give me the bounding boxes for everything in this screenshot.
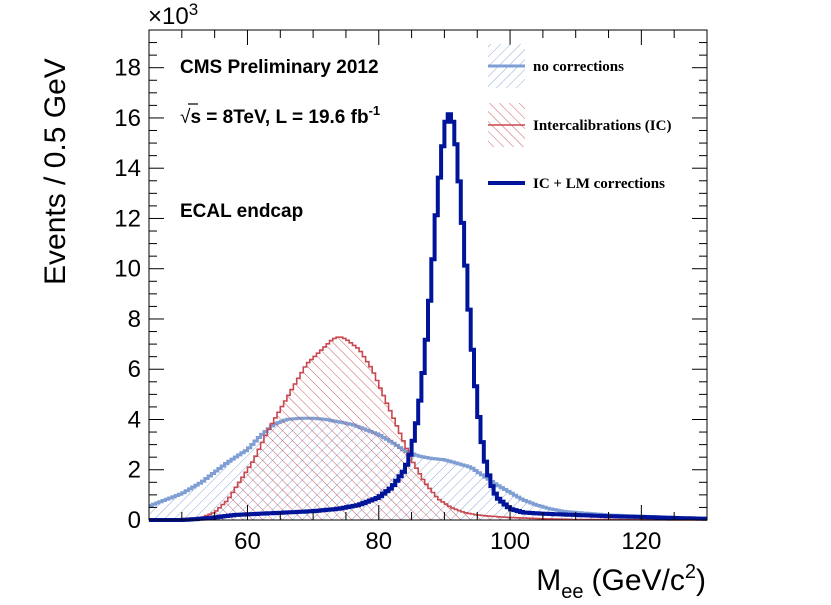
legend-label-intercalibrations: Intercalibrations (IC) <box>533 118 671 134</box>
x-tick-label: 60 <box>234 528 261 555</box>
y-tick-label: 8 <box>128 306 141 333</box>
x-axis-title-unit: (GeV/c <box>592 564 685 597</box>
y-tick-label: 4 <box>128 406 141 433</box>
annotation-cms: CMS Preliminary 2012 <box>180 57 379 78</box>
legend-entry-no-corrections: no corrections <box>488 44 624 88</box>
y-axis-title: Events / 0.5 GeV <box>39 58 72 285</box>
y-multiplier-base: ×10 <box>148 3 189 30</box>
y-tick-label: 0 <box>128 507 141 534</box>
legend-entry-intercalibrations: Intercalibrations (IC) <box>488 103 671 147</box>
annotation-lumi-exp: -1 <box>369 103 381 118</box>
series-fill-intercalibrations-ic <box>149 337 707 520</box>
y-tick-label: 10 <box>114 256 141 283</box>
y-tick-label: 16 <box>114 105 141 132</box>
x-tick-label: 100 <box>490 528 530 555</box>
series-line-intercalibrations-ic <box>149 336 707 521</box>
legend-entry-ic-lm: IC + LM corrections <box>488 176 665 192</box>
annotation-energy-text: s = 8TeV, L = 19.6 fb <box>190 107 368 128</box>
y-tick-label: 18 <box>114 55 141 82</box>
x-tick-label: 120 <box>621 528 661 555</box>
plot-frame <box>148 29 708 521</box>
y-tick-label: 14 <box>114 155 141 182</box>
x-axis-title-unit-sup: 2 <box>685 561 696 583</box>
legend-label-no-corrections: no corrections <box>533 59 624 75</box>
x-axis-title-sub: ee <box>561 581 583 603</box>
x-axis-title: Mee (GeV/c2) <box>536 561 706 603</box>
y-multiplier-exp: 3 <box>189 0 198 19</box>
y-tick-label: 6 <box>128 356 141 383</box>
annotation-energy-lumi: √s = 8TeV, L = 19.6 fb-1 <box>180 103 380 128</box>
sqrt-symbol: √ <box>180 107 191 128</box>
x-axis-title-main: M <box>536 564 561 597</box>
y-tick-label: 12 <box>114 205 141 232</box>
annotation-region: ECAL endcap <box>180 201 303 222</box>
x-tick-label: 80 <box>365 528 392 555</box>
y-tick-label: 2 <box>128 457 141 484</box>
x-axis-title-unit-close: ) <box>696 564 706 597</box>
legend: no corrections Intercalibrations (IC) IC… <box>488 44 671 192</box>
legend-label-ic-lm: IC + LM corrections <box>533 176 665 192</box>
x-axis: 60 80 100 120 <box>181 30 708 555</box>
y-axis: 0 2 4 6 8 10 12 14 16 18 <box>114 42 707 534</box>
y-multiplier: ×103 <box>148 0 198 30</box>
